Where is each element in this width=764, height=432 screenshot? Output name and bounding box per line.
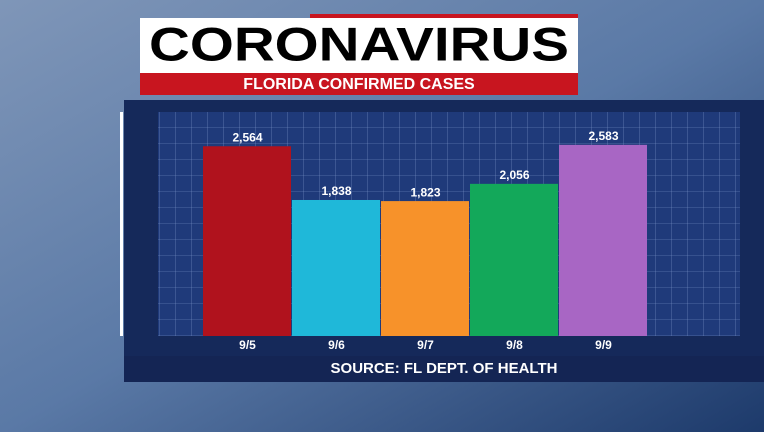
x-tick-label: 9/8	[506, 338, 523, 352]
x-tick-label: 9/6	[328, 338, 345, 352]
panel-edge	[120, 112, 123, 336]
title-accent	[310, 14, 578, 18]
bar	[381, 201, 469, 336]
value-label: 1,838	[321, 184, 351, 198]
x-tick-label: 9/9	[595, 338, 612, 352]
subtitle-box	[140, 73, 578, 95]
value-label: 2,056	[499, 168, 529, 182]
title: CORONAVIRUS	[149, 17, 569, 70]
subtitle: FLORIDA CONFIRMED CASES	[243, 76, 475, 93]
value-label: 2,564	[232, 130, 262, 144]
bar	[203, 146, 291, 336]
bar	[559, 144, 647, 336]
value-label: 1,823	[410, 185, 440, 199]
source-strip	[124, 356, 764, 382]
source: SOURCE: FL DEPT. OF HEALTH	[331, 360, 558, 377]
value-label: 2,583	[588, 129, 618, 143]
bar	[292, 199, 380, 336]
x-tick-label: 9/7	[417, 338, 434, 352]
x-tick-label: 9/5	[239, 338, 256, 352]
bar	[470, 183, 558, 336]
title-box	[140, 18, 578, 75]
